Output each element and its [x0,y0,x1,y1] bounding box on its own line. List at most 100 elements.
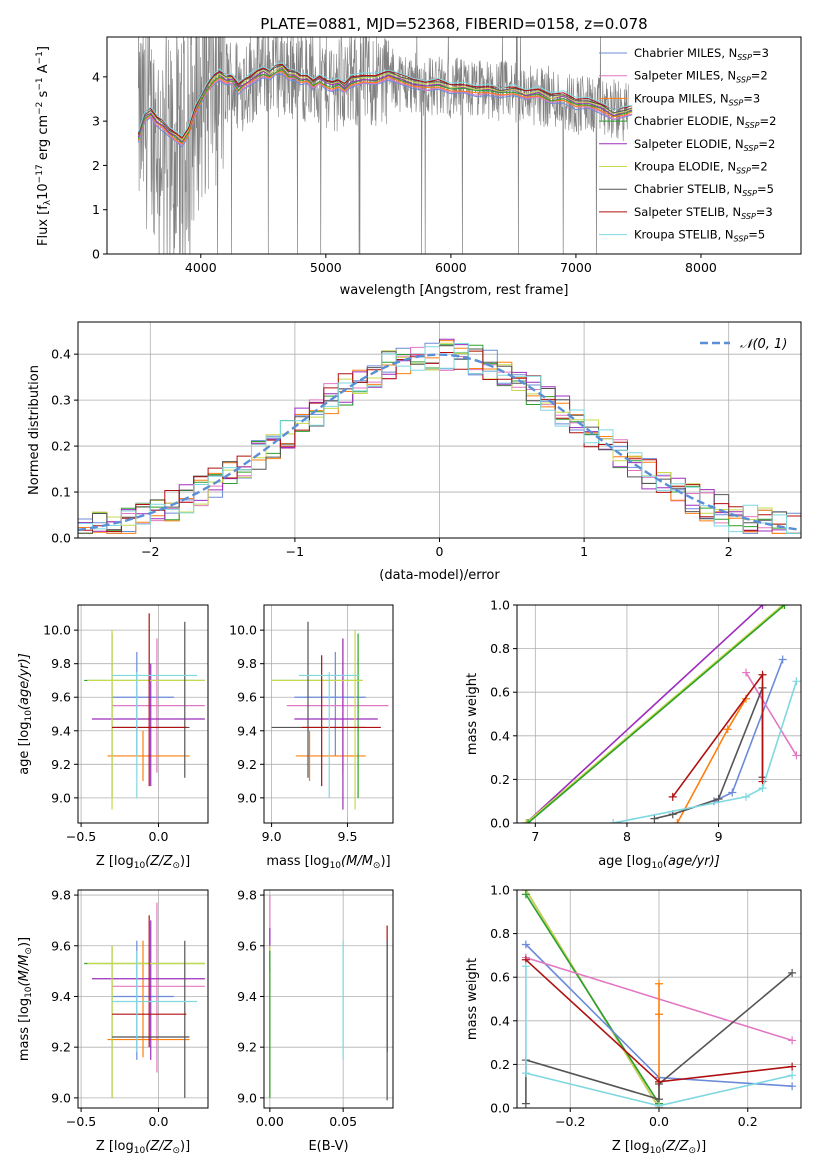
errorbar-cross-7 [112,613,187,787]
weight-line-8 [613,681,798,823]
legend-entry: Kroupa MILES, NSSP=3 [634,91,760,107]
weight-line-2 [525,893,660,1105]
histogram-step-0 [78,342,801,534]
y-tick-label: 9.8 [51,656,71,671]
histogram-step-6 [78,345,801,534]
errorbar-cross-4 [91,663,205,787]
weight-marker [758,670,767,679]
weight-marker [788,1036,797,1045]
y-tick-label: 0.2 [51,439,71,454]
cross-plot-area-6 [269,895,388,1101]
observed-spectrum [138,37,629,254]
y-tick-label: 9.0 [51,1090,71,1105]
weight-marker [792,677,801,686]
axes-frame-1 [77,321,802,539]
errorbar-cross-2 [107,940,190,1058]
legend-entry: Salpeter STELIB, NSSP=3 [634,205,773,221]
y-tick-label: 9.2 [51,1040,71,1055]
weight-marker [655,1101,663,1108]
legend-entry: Salpeter MILES, NSSP=2 [634,69,768,85]
x-tick-label: 6000 [435,260,467,275]
x-axis-label: Z [log10(Z/Z⊙)] [96,854,190,871]
weight-marker [778,605,787,609]
y-tick-label: 0.4 [51,347,71,362]
errorbar-cross-6 [112,940,190,1098]
weight-marker [521,1069,530,1078]
legend-entry: Chabrier ELODIE, NSSP=2 [634,114,776,130]
weight-marker [521,962,530,971]
weight-marker [742,668,751,677]
errorbar-cross-7 [301,655,381,787]
y-tick-label: 0.3 [51,393,71,408]
x-tick-label: 0 [436,544,444,559]
weight-line-0 [525,605,764,823]
y-tick-label: 9.6 [51,938,71,953]
axes-frame-4 [516,604,802,824]
weight-marker [788,968,797,977]
x-tick-label: 0.00 [256,1114,284,1129]
errorbar-cross-5 [87,945,205,1098]
y-tick-label: 1.0 [490,598,510,613]
weight-line-1 [525,605,784,823]
histogram-step-3 [78,344,801,534]
y-axis-label: Normed distribution [27,365,42,495]
x-tick-label: 8 [623,829,631,844]
weight-marker [728,788,737,797]
weight-marker [788,1082,797,1091]
y-tick-label: 0.6 [490,970,510,985]
y-tick-label: 1.0 [490,883,510,898]
legend-entry: Kroupa ELODIE, NSSP=2 [634,160,768,176]
y-tick-label: 9.8 [237,656,257,671]
legend-entry: Chabrier STELIB, NSSP=5 [634,182,774,198]
weight-marker [780,605,789,609]
x-tick-label: −0.5 [66,1114,96,1129]
y-tick-label: 9.2 [51,757,71,772]
x-axis-label: (data-model)/error [379,568,500,583]
weight-line-8 [525,966,793,1107]
y-tick-label: 1 [92,202,100,217]
x-axis-label: mass [log10(M/M⊙)] [266,854,390,871]
legend: Chabrier MILES, NSSP=3 Salpeter MILES, NS… [599,46,776,244]
model-spectrum-7 [137,63,633,139]
weight-line-2 [527,605,786,823]
errorbar-cross-5 [87,630,205,810]
x-tick-label: 8000 [685,260,717,275]
x-tick-label: −0.2 [555,1114,585,1129]
axes-frame-0 [106,36,802,255]
histogram-step-8 [78,343,801,534]
y-tick-label: 3 [92,114,100,129]
errorbar-cross-4 [91,920,205,1060]
y-tick-label: 0.1 [51,485,71,500]
errorbar-cross-1 [112,902,205,1073]
weight-marker [521,890,530,899]
cross-plot-area-3 [271,621,389,810]
legend-entry: Chabrier MILES, NSSP=3 [634,46,769,62]
weight-marker [778,655,787,664]
x-tick-label: 0.0 [649,1114,669,1129]
weight-marker [523,819,532,823]
errorbar-cross-1 [286,638,389,773]
legend-entry: Kroupa STELIB, NSSP=5 [634,228,765,244]
y-tick-label: 9.0 [51,790,71,805]
errorbar-cross-5 [271,630,363,810]
weight-marker [673,819,682,823]
axes-frame-7 [516,889,802,1109]
histogram-step-5 [78,342,801,534]
model-spectrum-1 [137,71,633,146]
y-tick-label: 9.2 [237,757,257,772]
y-tick-label: 9.4 [237,723,257,738]
y-tick-label: 10.0 [43,623,71,638]
weight-marker [668,792,677,801]
ticks-6: 0.00 0.05 9.0 9.2 9.4 9.6 9.8 [237,888,393,1129]
cross-plot-area-2 [84,613,205,810]
ticks-2: −0.5 0.0 9.0 9.2 9.4 9.6 9.8 10.0 [43,605,208,844]
x-tick-label: −1 [286,544,304,559]
x-axis-label: E(B-V) [308,1139,348,1154]
y-tick-label: 9.0 [237,1090,257,1105]
weight-marker [521,940,530,949]
x-tick-label: 1 [580,544,588,559]
x-tick-label: 7 [531,829,539,844]
errorbar-cross-1 [112,638,205,773]
y-tick-label: 0 [92,247,100,262]
